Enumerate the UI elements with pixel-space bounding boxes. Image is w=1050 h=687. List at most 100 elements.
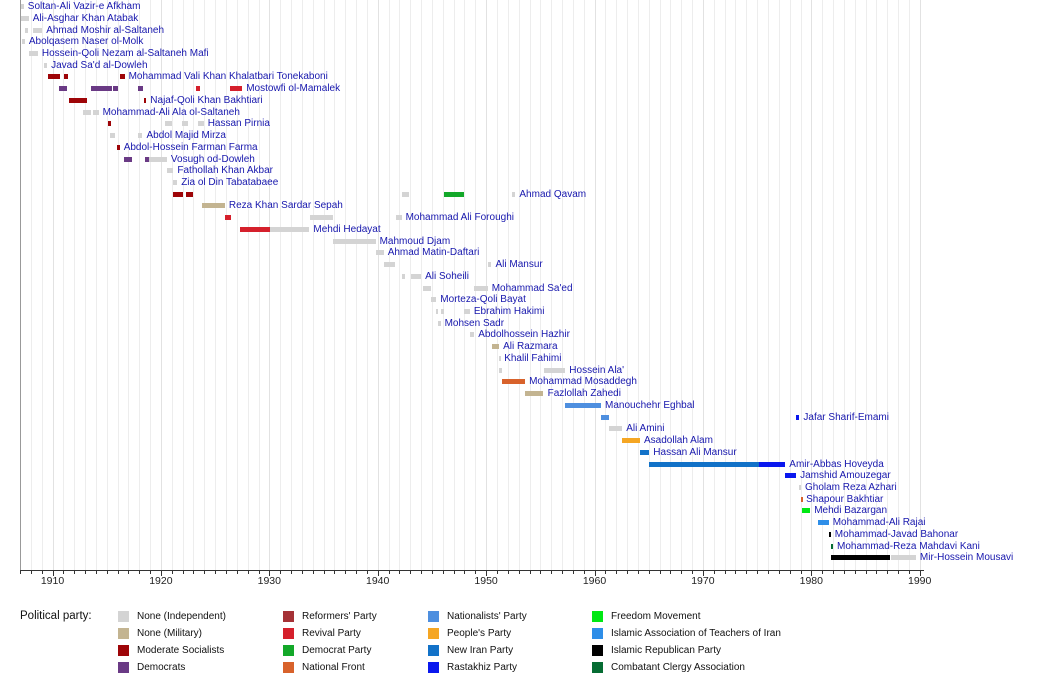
- gridline-year: [85, 0, 86, 570]
- person-label[interactable]: Manouchehr Eghbal: [605, 399, 695, 411]
- person-label[interactable]: Vosugh od-Dowleh: [170, 153, 255, 165]
- legend-swatch: [118, 628, 129, 639]
- gridline-year: [117, 0, 119, 570]
- person-label[interactable]: Mohammad-Javad Bahonar: [834, 528, 959, 540]
- gridline-year: [735, 0, 737, 570]
- person-label[interactable]: Najaf-Qoli Khan Bakhtiari: [150, 94, 263, 106]
- person-label[interactable]: Gholam Reza Azhari: [805, 481, 897, 493]
- gridline-year: [713, 0, 715, 570]
- person-label[interactable]: Hossein Ala': [569, 364, 625, 376]
- person-label[interactable]: Jafar Sharif-Emami: [803, 411, 889, 423]
- person-label[interactable]: Mohsen Sadr: [444, 317, 505, 329]
- person-label[interactable]: Mohammad Sa'ed: [491, 282, 573, 294]
- legend-label: People's Party: [447, 628, 512, 639]
- person-label[interactable]: Ahmad Moshir al-Saltaneh: [46, 24, 165, 36]
- axis-tick: [345, 571, 347, 574]
- gridline-year: [562, 0, 563, 570]
- legend-swatch: [428, 645, 439, 656]
- person-label[interactable]: Fazlollah Zahedi: [547, 388, 621, 400]
- gridline-year: [139, 0, 141, 570]
- person-label[interactable]: Abolqasem Naser ol-Molk: [28, 36, 144, 48]
- term-bar: [565, 402, 602, 408]
- gridline-year: [399, 0, 401, 570]
- gridline-year: [182, 0, 184, 570]
- person-label[interactable]: Mohammad Vali Khan Khalatbari Tonekaboni: [128, 71, 328, 83]
- person-label[interactable]: Ahmad Matin-Daftari: [387, 247, 480, 259]
- person-label[interactable]: Ali Mansur: [495, 259, 543, 271]
- person-label[interactable]: Mehdi Hedayat: [313, 223, 381, 235]
- person-label[interactable]: Shapour Bakhtiar: [806, 493, 884, 505]
- person-label[interactable]: Hassan Pirnia: [207, 118, 270, 130]
- person-label[interactable]: Ahmad Qavam: [519, 188, 587, 200]
- legend-label: None (Independent): [137, 611, 226, 622]
- axis-tick: [887, 571, 889, 574]
- term-bar: [759, 461, 786, 467]
- term-bar: [44, 62, 48, 68]
- axis-tick-label: 1940: [366, 575, 390, 587]
- term-bar: [436, 309, 439, 314]
- person-label[interactable]: Soltan-Ali Vazir-e Afkham: [27, 1, 141, 12]
- legend-label: Reformers' Party: [302, 611, 377, 622]
- person-label[interactable]: Morteza-Qoli Bayat: [440, 294, 526, 306]
- person-label[interactable]: Fathollah Khan Akbar: [177, 165, 274, 177]
- axis-tick: [811, 571, 813, 576]
- gridline-year: [410, 0, 412, 570]
- term-bar: [501, 379, 526, 385]
- gridline-year: [160, 0, 162, 570]
- axis-tick: [74, 571, 76, 574]
- person-label[interactable]: Hassan Ali Mansur: [653, 446, 737, 458]
- person-label[interactable]: Mohammad Ali Foroughi: [405, 212, 514, 224]
- term-bar: [491, 344, 500, 350]
- legend-label: Democrat Party: [302, 645, 372, 656]
- term-bar: [20, 4, 24, 9]
- term-bar: [107, 121, 112, 127]
- gridline-year: [724, 0, 726, 570]
- term-bar: [182, 121, 189, 127]
- person-label[interactable]: Mostowfi ol-Mamalek: [246, 83, 341, 95]
- term-bar: [601, 414, 610, 420]
- person-label[interactable]: Abdolhossein Hazhir: [478, 329, 570, 341]
- person-label[interactable]: Zia ol Din Tabatabaee: [181, 177, 279, 188]
- person-label[interactable]: Jamshid Amouzegar: [800, 470, 891, 482]
- term-bar: [93, 109, 99, 115]
- person-label[interactable]: Mehdi Bazargan: [814, 505, 888, 517]
- person-label[interactable]: Reza Khan Sardar Sepah: [228, 200, 343, 212]
- person-label[interactable]: Abdol-Hossein Farman Farma: [123, 141, 258, 153]
- term-bar: [401, 273, 406, 279]
- legend-label: Moderate Socialists: [137, 645, 225, 656]
- person-label[interactable]: Hossein-Qoli Nezam al-Saltaneh Mafi: [41, 47, 209, 59]
- person-label[interactable]: Mohammad-Ali Rajai: [832, 517, 926, 529]
- term-bar: [113, 86, 119, 92]
- plot-area: Soltan-Ali Vazir-e Afkham Ali-Asghar Khan…: [20, 0, 1014, 570]
- gridline-year: [95, 0, 97, 570]
- person-label[interactable]: Amir-Abbas Hoveyda: [789, 458, 884, 470]
- term-bar: [269, 226, 310, 232]
- person-label[interactable]: Ali-Asghar Khan Atabak: [32, 12, 139, 24]
- person-label[interactable]: Ali Amini: [626, 423, 665, 435]
- term-bar: [402, 191, 410, 197]
- term-bar: [310, 215, 334, 221]
- person-label[interactable]: Mahmoud Djam: [379, 235, 451, 247]
- axis-tick: [757, 571, 759, 574]
- person-label[interactable]: Khalil Fahimi: [504, 352, 562, 364]
- person-label[interactable]: Javad Sa'd al-Dowleh: [51, 59, 148, 71]
- axis-tick: [724, 571, 726, 574]
- person-label[interactable]: Mohammad-Ali Ala ol-Saltaneh: [102, 106, 240, 118]
- gridline-year: [366, 0, 368, 570]
- person-label[interactable]: Ali Razmara: [503, 341, 558, 353]
- legend-label: Nationalists' Party: [447, 611, 527, 622]
- person-label[interactable]: Asadollah Alam: [644, 435, 713, 446]
- gridline-year: [291, 0, 292, 570]
- person-label[interactable]: Ali Soheili: [425, 270, 470, 282]
- person-label[interactable]: Mohammad Mosaddegh: [529, 376, 637, 388]
- person-label[interactable]: Abdol Majid Mirza: [146, 130, 226, 141]
- axis-tick: [865, 571, 867, 574]
- gridline-year: [768, 0, 769, 570]
- person-label[interactable]: Ebrahim Hakimi: [473, 306, 545, 317]
- person-label[interactable]: Mohammad-Reza Mahdavi Kani: [837, 540, 980, 552]
- gridline-year: [822, 0, 824, 570]
- axis-tick: [236, 571, 238, 574]
- axis-tick: [269, 571, 271, 576]
- person-label[interactable]: Mir-Hossein Mousavi: [919, 552, 1014, 564]
- axis-tick: [377, 571, 379, 576]
